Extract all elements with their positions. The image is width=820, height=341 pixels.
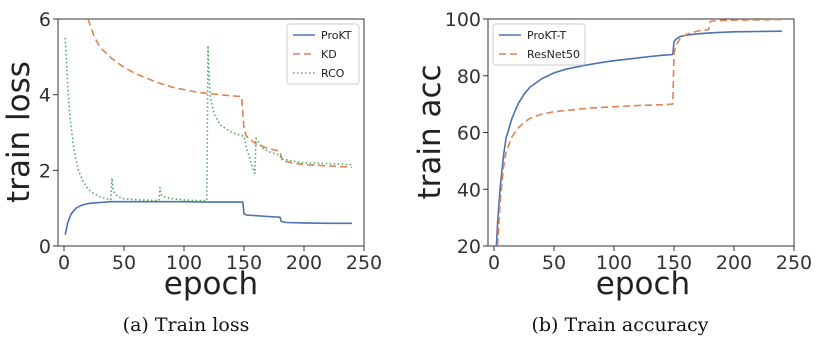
acc-xtick-label: 50 [542,252,566,274]
train-acc-caption: (b) Train accuracy [531,314,708,336]
loss-legend-box [286,23,360,85]
train-loss-caption: (a) Train loss [123,314,250,336]
acc-series-line-prokt-t [495,30,783,246]
train-loss-ticks: 0 50 100 150 200 250 0 2 4 6 [39,9,382,274]
train-loss-series [64,19,353,235]
loss-xtick-label: 250 [346,252,382,274]
train-acc-xlabel: epoch [596,266,690,302]
acc-xtick-label: 200 [716,252,752,274]
train-acc-ylabel: train acc [412,64,448,199]
acc-xtick-label: 100 [596,252,632,274]
loss-ytick-label: 0 [39,236,51,258]
acc-legend-label: ProKT-T [527,29,566,42]
loss-xtick-label: 100 [166,252,202,274]
loss-ytick-label: 6 [39,9,51,31]
train-acc-ticks: 0 50 100 150 200 250 20 40 60 80 100 [445,9,812,274]
train-loss-xlabel: epoch [164,266,258,302]
acc-series-line-resnet50 [496,19,783,246]
loss-xtick-label: 0 [58,252,70,274]
train-loss-plot-frame [57,18,365,247]
loss-legend-label: KD [321,48,337,61]
loss-series-line-rco [64,37,353,202]
acc-ytick-label: 40 [457,179,481,201]
acc-ytick-label: 100 [445,9,481,31]
acc-xtick-label: 250 [776,252,812,274]
loss-ytick-label: 2 [39,160,51,182]
train-acc-chart: 0 50 100 150 200 250 20 40 60 80 100 ProKT-T ResNet… [412,9,812,336]
loss-series-line-prokt [64,200,352,235]
acc-ytick-label: 60 [457,123,481,145]
acc-ytick-label: 80 [457,66,481,88]
loss-xtick-label: 50 [112,252,136,274]
train-acc-legend: ProKT-T ResNet50 [492,23,586,66]
loss-legend-label: RCO [321,67,345,80]
train-loss-ylabel: train loss [1,61,37,203]
acc-ytick-label: 20 [457,236,481,258]
train-acc-series [495,19,783,246]
train-loss-chart: 0 50 100 150 200 250 0 2 4 6 ProKT KD RCO epoch tra… [1,9,382,336]
train-loss-legend: ProKT KD RCO [286,23,360,85]
acc-xtick-label: 150 [656,252,692,274]
loss-xtick-label: 200 [286,252,322,274]
loss-ytick-label: 4 [39,85,51,107]
loss-legend-label: ProKT [321,29,352,42]
acc-legend-label: ResNet50 [527,48,580,61]
acc-xtick-label: 0 [488,252,500,274]
loss-xtick-label: 150 [226,252,262,274]
